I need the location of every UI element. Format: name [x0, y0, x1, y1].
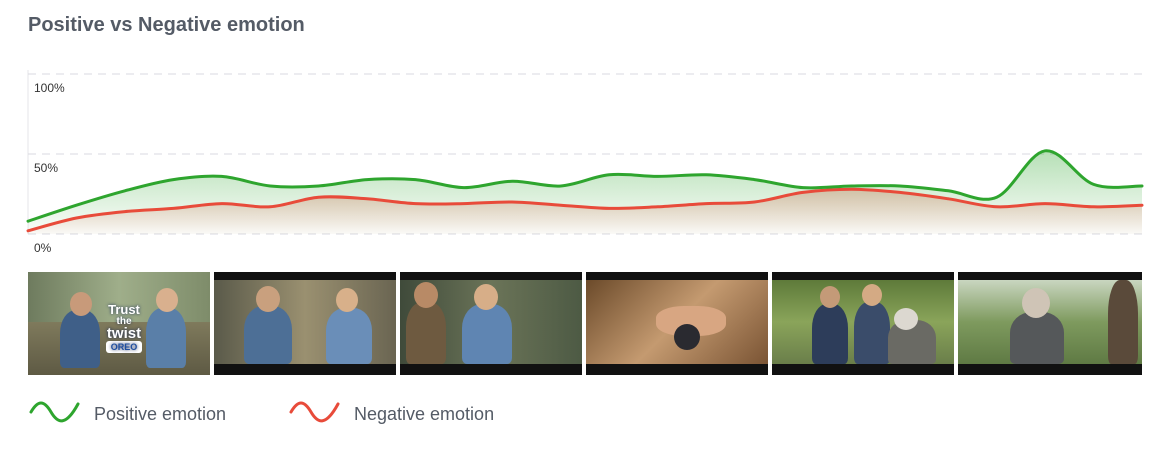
- y-tick-label: 100%: [34, 81, 65, 95]
- positive-wave-icon: [29, 401, 80, 423]
- legend-label-positive: Positive emotion: [94, 404, 227, 424]
- negative-wave-icon: [289, 401, 340, 423]
- video-thumbnail[interactable]: [958, 272, 1142, 375]
- y-tick-label: 0%: [34, 241, 52, 255]
- legend-label-negative: Negative emotion: [354, 404, 495, 424]
- chart-title: Positive vs Negative emotion: [28, 14, 305, 36]
- video-thumbnail[interactable]: [586, 272, 768, 375]
- y-tick-label: 50%: [34, 161, 58, 175]
- video-thumbnail[interactable]: [214, 272, 396, 375]
- negative-emotion-line[interactable]: [26, 187, 1144, 233]
- positive-emotion-line[interactable]: [26, 149, 1144, 223]
- video-thumbnail[interactable]: [772, 272, 954, 375]
- positive-emotion-area: [28, 150, 1142, 234]
- video-thumbnail[interactable]: Trust the twist OREO: [28, 272, 210, 375]
- video-thumbnail-strip: Trust the twist OREO: [28, 272, 1142, 375]
- thumbnail-overlay-text: Trust the twist OREO: [106, 302, 142, 353]
- video-thumbnail[interactable]: [400, 272, 582, 375]
- emotion-chart: 100% 50% 0%: [26, 70, 1144, 255]
